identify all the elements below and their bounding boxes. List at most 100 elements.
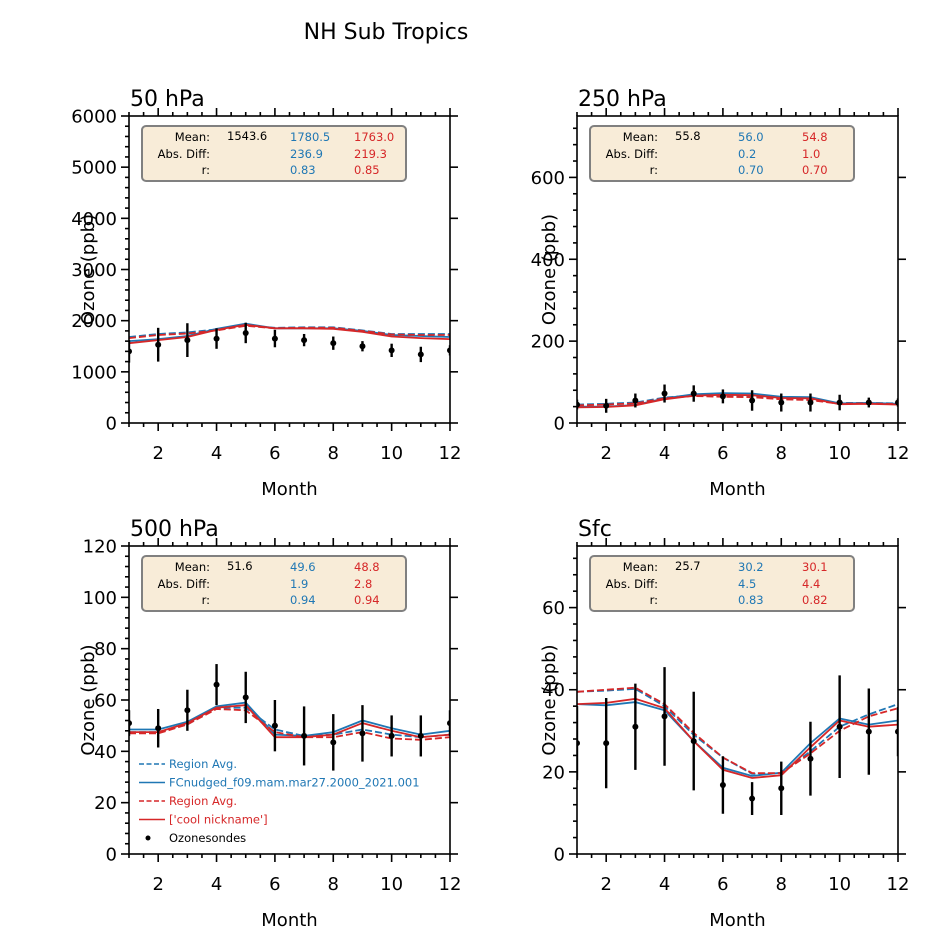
obs-point xyxy=(359,343,366,350)
stats-value-mean: 51.6 xyxy=(227,559,253,573)
obs-point xyxy=(155,341,162,348)
stats-row-label: Abs. Diff: xyxy=(606,147,658,161)
y-tick-label: 1000 xyxy=(71,362,117,383)
y-tick-label: 40 xyxy=(94,742,117,763)
x-tick-label: 2 xyxy=(152,443,163,464)
legend-item: ['cool nickname'] xyxy=(139,813,268,827)
y-tick-label: 60 xyxy=(542,598,565,619)
stats-row-label: Abs. Diff: xyxy=(606,577,658,591)
x-tick-label: 8 xyxy=(776,874,787,895)
axes-frame xyxy=(576,545,899,855)
stats-box-bg xyxy=(141,555,407,612)
legend-marker-icon xyxy=(145,835,151,841)
plot-area xyxy=(577,667,898,815)
stats-value-abs_diff: 219.3 xyxy=(354,147,387,161)
x-axis-label: Month xyxy=(709,910,765,931)
y-tick-label: 4000 xyxy=(71,209,117,230)
x-tick-label: 4 xyxy=(659,874,670,895)
legend-item: Region Avg. xyxy=(139,757,237,771)
stats-box: Mean: 1543.6 1780.5 1763.0 Abs. Diff: 236.9 21… xyxy=(141,125,407,182)
series-line-2 xyxy=(129,708,450,741)
x-tick-label: 2 xyxy=(600,443,611,464)
stats-row-label: Mean: xyxy=(175,130,210,144)
stats-value-abs_diff: 1.9 xyxy=(290,577,308,591)
stats-value-r: 0.70 xyxy=(802,163,828,177)
plot-area xyxy=(129,664,450,771)
series-line-3 xyxy=(129,323,450,345)
stats-value-r: 0.94 xyxy=(354,593,380,607)
stats-box-bg xyxy=(141,125,407,182)
x-tick-label: 10 xyxy=(380,874,403,895)
x-tick-label: 12 xyxy=(439,874,462,895)
plot-area xyxy=(577,384,898,413)
obs-point xyxy=(213,681,220,688)
y-tick-label: 3000 xyxy=(71,260,117,281)
x-tick-label: 10 xyxy=(828,443,851,464)
axes-frame xyxy=(128,545,451,855)
stats-value-mean: 1763.0 xyxy=(354,130,394,144)
stats-value-mean: 1543.6 xyxy=(227,129,267,143)
y-tick-label: 0 xyxy=(106,845,117,866)
obs-point xyxy=(865,399,872,406)
stats-row-label: Mean: xyxy=(175,560,210,574)
stats-value-mean: 55.8 xyxy=(675,129,701,143)
obs-point xyxy=(719,782,726,789)
x-tick-label: 6 xyxy=(269,874,280,895)
stats-row-label: Mean: xyxy=(623,560,658,574)
stats-value-r: 0.82 xyxy=(802,593,828,607)
series-line-2 xyxy=(577,395,898,407)
y-tick-label: 5000 xyxy=(71,158,117,179)
panel-title: 250 hPa xyxy=(578,87,667,112)
legend-label: ['cool nickname'] xyxy=(169,813,268,827)
y-axis-label: Ozone (ppb) xyxy=(539,644,560,755)
y-tick-label: 400 xyxy=(531,250,565,271)
stats-value-mean: 48.8 xyxy=(354,560,380,574)
stats-value-mean: 30.1 xyxy=(802,560,828,574)
y-tick-label: 60 xyxy=(94,691,117,712)
obs-point xyxy=(749,397,756,404)
y-axis-label: Ozone (ppb) xyxy=(539,214,560,325)
x-tick-label: 2 xyxy=(152,874,163,895)
x-tick-label: 10 xyxy=(828,874,851,895)
plot-area xyxy=(129,322,450,363)
obs-point xyxy=(388,347,395,354)
obs-point xyxy=(632,723,639,730)
x-axis-label: Month xyxy=(261,910,317,931)
stats-value-r: 0.83 xyxy=(738,593,764,607)
stats-box: Mean: 55.8 56.0 54.8 Abs. Diff: 0.2 1.0 r: 0.70 0… xyxy=(589,125,855,182)
obs-point xyxy=(213,335,220,342)
series-line-2 xyxy=(577,686,898,774)
x-tick-label: 6 xyxy=(717,443,728,464)
obs-point xyxy=(242,329,249,336)
y-tick-label: 120 xyxy=(83,537,117,558)
stats-row-label: Mean: xyxy=(623,130,658,144)
stats-value-abs_diff: 236.9 xyxy=(290,147,323,161)
y-tick-label: 0 xyxy=(554,414,565,435)
x-tick-label: 4 xyxy=(211,443,222,464)
obs-point xyxy=(865,728,872,735)
x-axis-label: Month xyxy=(709,479,765,500)
x-tick-label: 12 xyxy=(887,443,910,464)
series-line-0 xyxy=(577,687,898,775)
legend-item: FCnudged_f09.mam.mar27.2000_2021.001 xyxy=(139,776,420,790)
obs-point xyxy=(155,725,162,732)
stats-row-label: r: xyxy=(202,593,210,607)
obs-point xyxy=(778,399,785,406)
stats-value-abs_diff: 0.2 xyxy=(738,147,756,161)
x-tick-label: 10 xyxy=(380,443,403,464)
stats-value-mean: 49.6 xyxy=(290,560,316,574)
y-tick-label: 20 xyxy=(94,793,117,814)
stats-row-label: Abs. Diff: xyxy=(158,577,210,591)
obs-point xyxy=(388,732,395,739)
obs-point xyxy=(661,390,668,397)
stats-value-mean: 56.0 xyxy=(738,130,764,144)
legend-item: Region Avg. xyxy=(139,794,237,808)
y-tick-label: 20 xyxy=(542,762,565,783)
stats-row-label: Abs. Diff: xyxy=(158,147,210,161)
stats-box-bg xyxy=(589,125,855,182)
panel-50-hpa: 50 hPa 2 4 6 8 10 12 0 1000 2000 3000 4000 5000 6000 M… xyxy=(71,87,461,500)
y-tick-label: 200 xyxy=(531,332,565,353)
obs-point xyxy=(836,723,843,730)
